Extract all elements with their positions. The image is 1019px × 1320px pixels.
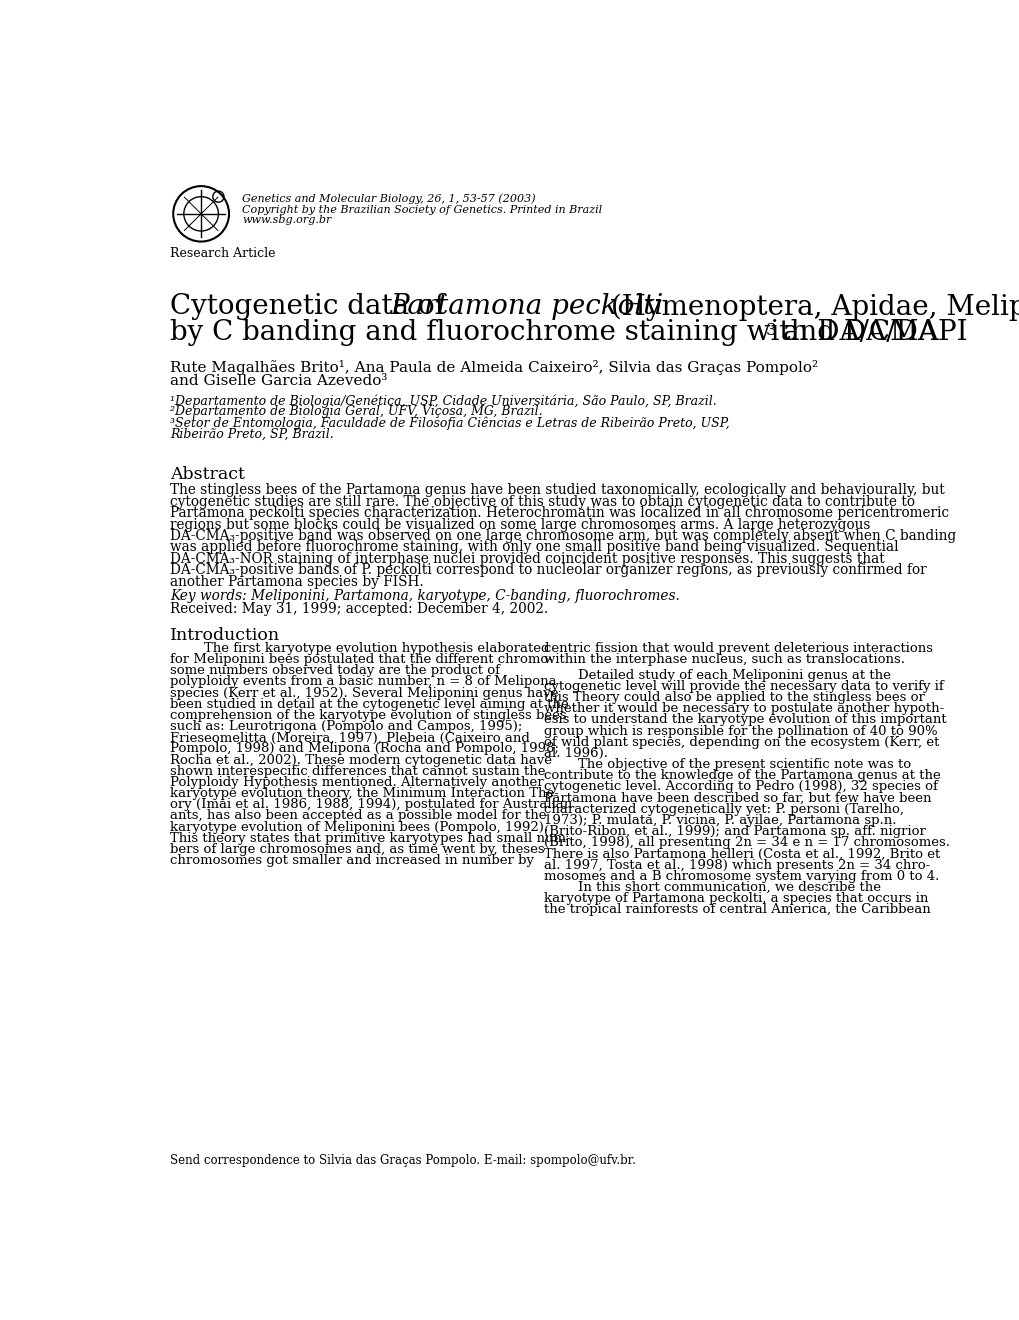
Text: Introduction: Introduction — [170, 627, 280, 644]
Text: of wild plant species, depending on the ecosystem (Kerr, et: of wild plant species, depending on the … — [544, 735, 938, 748]
Text: such as: Leurotrigona (Pompolo and Campos, 1995);: such as: Leurotrigona (Pompolo and Campo… — [170, 721, 522, 733]
Text: mosomes and a B chromosome system varying from 0 to 4.: mosomes and a B chromosome system varyin… — [544, 870, 938, 883]
Text: karyotype of Partamona peckolti, a species that occurs in: karyotype of Partamona peckolti, a speci… — [544, 892, 928, 906]
Text: comprehension of the karyotype evolution of stingless bees: comprehension of the karyotype evolution… — [170, 709, 567, 722]
Text: (Brito-Ribon, et al., 1999); and Partamona sp. aff. nigrior: (Brito-Ribon, et al., 1999); and Partamo… — [544, 825, 925, 838]
Text: esis to understand the karyotype evolution of this important: esis to understand the karyotype evoluti… — [544, 713, 947, 726]
Text: This theory states that primitive karyotypes had small num-: This theory states that primitive karyot… — [170, 832, 571, 845]
Text: 3: 3 — [765, 322, 776, 339]
Text: been studied in detail at the cytogenetic level aiming at the: been studied in detail at the cytogeneti… — [170, 698, 569, 710]
Text: 1973); P. mulata, P. vicina, P. ayilae, Partamona sp.n.: 1973); P. mulata, P. vicina, P. ayilae, … — [544, 814, 896, 826]
Text: some numbers observed today are the product of: some numbers observed today are the prod… — [170, 664, 499, 677]
Text: ¹Departamento de Biologia/Genética, USP, Cidade Universitária, São Paulo, SP, Br: ¹Departamento de Biologia/Genética, USP,… — [170, 395, 716, 408]
Text: chromosomes got smaller and increased in number by: chromosomes got smaller and increased in… — [170, 854, 534, 867]
Text: (Hymenoptera, Apidae, Meliponini): (Hymenoptera, Apidae, Meliponini) — [601, 293, 1019, 321]
Text: cytogenetic level will provide the necessary data to verify if: cytogenetic level will provide the neces… — [544, 680, 944, 693]
Text: species (Kerr et al., 1952). Several Meliponini genus have: species (Kerr et al., 1952). Several Mel… — [170, 686, 558, 700]
Text: DA-CMA₃-NOR staining of interphase nuclei provided coincident positive responses: DA-CMA₃-NOR staining of interphase nucle… — [170, 552, 884, 566]
Text: Partamona have been described so far, but few have been: Partamona have been described so far, bu… — [544, 792, 931, 805]
Text: polyploidy events from a basic number, n = 8 of Melipona: polyploidy events from a basic number, n… — [170, 676, 556, 689]
Text: ²Departamento de Biologia Geral, UFV, Viçosa, MG, Brazil.: ²Departamento de Biologia Geral, UFV, Vi… — [170, 405, 542, 418]
Text: another Partamona species by FISH.: another Partamona species by FISH. — [170, 574, 423, 589]
Text: Send correspondence to Silvia das Graças Pompolo. E-mail: spompolo@ufv.br.: Send correspondence to Silvia das Graças… — [170, 1154, 636, 1167]
Text: ory (Imai et al. 1986, 1988, 1994), postulated for Australian: ory (Imai et al. 1986, 1988, 1994), post… — [170, 799, 572, 812]
Text: Copyright by the Brazilian Society of Genetics. Printed in Brazil: Copyright by the Brazilian Society of Ge… — [242, 205, 602, 215]
Text: and DA/DAPI: and DA/DAPI — [773, 318, 967, 346]
Text: Pompolo, 1998) and Melipona (Rocha and Pompolo, 1998;: Pompolo, 1998) and Melipona (Rocha and P… — [170, 742, 558, 755]
Text: karyotype evolution theory, the Minimum Interaction The-: karyotype evolution theory, the Minimum … — [170, 787, 558, 800]
Text: Partamona peckolti species characterization. Heterochromatin was localized in al: Partamona peckolti species characterizat… — [170, 506, 949, 520]
Text: cytogenetic level. According to Pedro (1998), 32 species of: cytogenetic level. According to Pedro (1… — [544, 780, 937, 793]
Text: ants, has also been accepted as a possible model for the: ants, has also been accepted as a possib… — [170, 809, 546, 822]
Text: al. 1996).: al. 1996). — [544, 747, 608, 760]
Text: al. 1997, Tosta et al., 1998) which presents 2n = 34 chro-: al. 1997, Tosta et al., 1998) which pres… — [544, 858, 929, 871]
Text: Partamona peckolti: Partamona peckolti — [389, 293, 662, 321]
Text: karyotype evolution of Meliponini bees (Pompolo, 1992).: karyotype evolution of Meliponini bees (… — [170, 821, 548, 834]
Text: Received: May 31, 1999; accepted: December 4, 2002.: Received: May 31, 1999; accepted: Decemb… — [170, 602, 548, 616]
Text: group which is responsible for the pollination of 40 to 90%: group which is responsible for the polli… — [544, 725, 937, 738]
Text: Rocha et al., 2002). These modern cytogenetic data have: Rocha et al., 2002). These modern cytoge… — [170, 754, 551, 767]
Text: bers of large chromosomes and, as time went by, theses: bers of large chromosomes and, as time w… — [170, 843, 544, 855]
Text: (Brito, 1998), all presenting 2n = 34 e n = 17 chromosomes.: (Brito, 1998), all presenting 2n = 34 e … — [544, 837, 950, 849]
Text: Key words: Meliponini, Partamona, karyotype, C-banding, fluorochromes.: Key words: Meliponini, Partamona, karyot… — [170, 589, 680, 603]
Text: within the interphase nucleus, such as translocations.: within the interphase nucleus, such as t… — [544, 653, 905, 667]
Text: Research Article: Research Article — [170, 247, 275, 260]
Text: whether it would be necessary to postulate another hypoth-: whether it would be necessary to postula… — [544, 702, 944, 715]
Text: and Giselle Garcia Azevedo³: and Giselle Garcia Azevedo³ — [170, 374, 387, 388]
Text: Frieseomelitta (Moreira, 1997), Plebeia (Caixeiro and: Frieseomelitta (Moreira, 1997), Plebeia … — [170, 731, 530, 744]
Text: regions but some blocks could be visualized on some large chromosomes arms. A la: regions but some blocks could be visuali… — [170, 517, 869, 532]
Text: this Theory could also be applied to the stingless bees or: this Theory could also be applied to the… — [544, 692, 924, 704]
Text: Cytogenetic data of: Cytogenetic data of — [170, 293, 453, 321]
Text: ³Setor de Entomologia, Faculdade de Filosofia Ciências e Letras de Ribeirão Pret: ³Setor de Entomologia, Faculdade de Filo… — [170, 416, 729, 430]
Text: characterized cytogenetically yet: P. personi (Tarelho,: characterized cytogenetically yet: P. pe… — [544, 803, 904, 816]
Text: www.sbg.org.br: www.sbg.org.br — [242, 215, 331, 226]
Text: In this short communication, we describe the: In this short communication, we describe… — [544, 880, 880, 894]
Text: cytogenetic studies are still rare. The objective of this study was to obtain cy: cytogenetic studies are still rare. The … — [170, 495, 914, 508]
Text: Genetics and Molecular Biology, 26, 1, 53-57 (2003): Genetics and Molecular Biology, 26, 1, 5… — [242, 194, 535, 205]
Text: Ribeirão Preto, SP, Brazil.: Ribeirão Preto, SP, Brazil. — [170, 428, 333, 441]
Text: Polyploidy Hypothesis mentioned. Alternatively another: Polyploidy Hypothesis mentioned. Alterna… — [170, 776, 543, 789]
Text: The first karyotype evolution hypothesis elaborated: The first karyotype evolution hypothesis… — [170, 642, 549, 655]
Text: for Meliponini bees postulated that the different chromo-: for Meliponini bees postulated that the … — [170, 653, 552, 667]
Text: DA-CMA₃-positive band was observed on one large chromosome arm, but was complete: DA-CMA₃-positive band was observed on on… — [170, 529, 956, 543]
Text: centric fission that would prevent deleterious interactions: centric fission that would prevent delet… — [544, 642, 932, 655]
Text: shown interespecific differences that cannot sustain the: shown interespecific differences that ca… — [170, 764, 545, 777]
Text: There is also Partamona helleri (Costa et al., 1992, Brito et: There is also Partamona helleri (Costa e… — [544, 847, 940, 861]
Text: Abstract: Abstract — [170, 466, 245, 483]
Text: by C banding and fluorochrome staining with DA/CMA: by C banding and fluorochrome staining w… — [170, 318, 937, 346]
Text: The objective of the present scientific note was to: The objective of the present scientific … — [544, 758, 911, 771]
Text: Rute Magalhães Brito¹, Ana Paula de Almeida Caixeiro², Silvia das Graças Pompolo: Rute Magalhães Brito¹, Ana Paula de Alme… — [170, 360, 817, 375]
Text: The stingless bees of the Partamona genus have been studied taxonomically, ecolo: The stingless bees of the Partamona genu… — [170, 483, 944, 498]
Text: Detailed study of each Meliponini genus at the: Detailed study of each Meliponini genus … — [544, 669, 891, 681]
Text: contribute to the knowledge of the Partamona genus at the: contribute to the knowledge of the Parta… — [544, 770, 941, 783]
Text: was applied before fluorochrome staining, with only one small positive band bein: was applied before fluorochrome staining… — [170, 540, 898, 554]
Text: the tropical rainforests of central America, the Caribbean: the tropical rainforests of central Amer… — [544, 903, 930, 916]
Text: DA-CMA₃-positive bands of P. peckolti correspond to nucleolar organizer regions,: DA-CMA₃-positive bands of P. peckolti co… — [170, 564, 926, 577]
